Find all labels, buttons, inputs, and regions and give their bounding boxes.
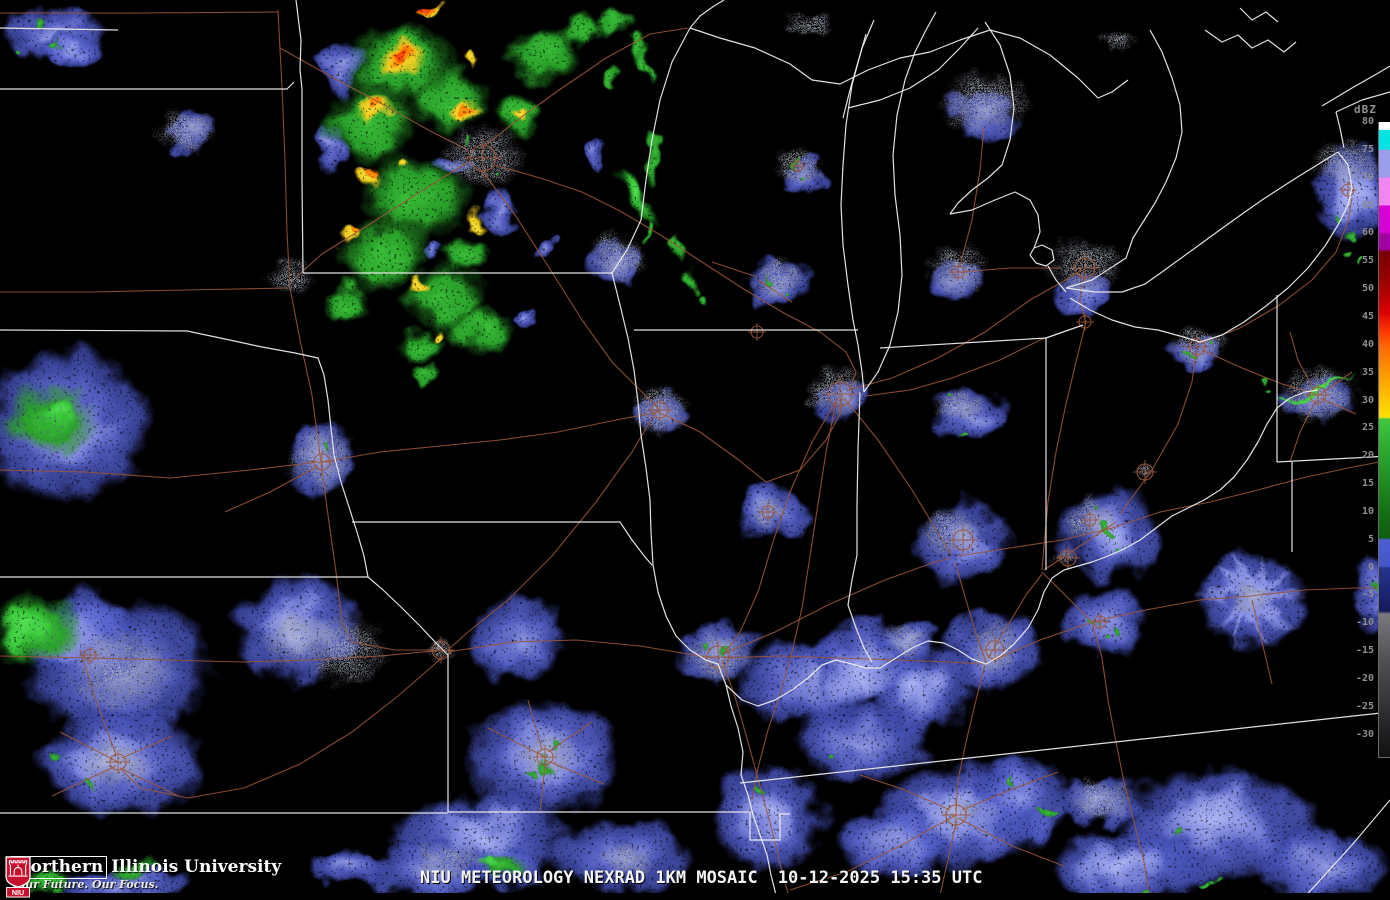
city-st-louis bbox=[701, 640, 735, 674]
colorbar-tick-40: 40 bbox=[1361, 338, 1374, 350]
city-des-moines bbox=[648, 398, 672, 422]
echo-layer-convective bbox=[0, 6, 1383, 900]
niu-name-boxed: Northern bbox=[11, 856, 108, 879]
city-toledo bbox=[1076, 313, 1094, 331]
product-datetime: 10-12-2025 15:35 UTC bbox=[777, 868, 983, 888]
city-topeka bbox=[81, 646, 99, 664]
city-madison bbox=[748, 323, 766, 341]
city-cincinnati bbox=[1056, 546, 1080, 570]
colorbar-tick-50: 50 bbox=[1361, 283, 1374, 295]
colorbar-tick-80: 80 bbox=[1361, 116, 1374, 127]
niu-acronym: NIU bbox=[12, 889, 24, 897]
city-wichita bbox=[106, 750, 130, 774]
colorbar-tick-70: 70 bbox=[1361, 171, 1374, 183]
colorbar-tick-55: 55 bbox=[1361, 255, 1374, 267]
product-name: NIU METEOROLOGY NEXRAD 1KM MOSAIC bbox=[420, 868, 758, 888]
niu-wordmark: Northern Illinois University Your Future.… bbox=[11, 856, 281, 891]
city-omaha bbox=[310, 450, 334, 474]
niu-logo: NIU Northern Illinois University Your Fut… bbox=[4, 856, 281, 898]
castle-icon bbox=[8, 860, 28, 877]
colorbar-tick-5: 5 bbox=[1367, 533, 1374, 545]
niu-name-rest: Illinois University bbox=[111, 857, 282, 877]
colorbar-tick--30: -30 bbox=[1355, 728, 1374, 740]
colorbar-tick-35: 35 bbox=[1361, 366, 1374, 378]
city-columbus bbox=[1133, 460, 1157, 484]
city-chicago bbox=[822, 376, 858, 412]
colorbar-tick--20: -20 bbox=[1355, 673, 1374, 685]
city-peoria bbox=[759, 503, 777, 521]
colorbar-tick-25: 25 bbox=[1361, 422, 1374, 434]
colorbar-tick-45: 45 bbox=[1361, 310, 1374, 322]
colorbar-tick-65: 65 bbox=[1361, 199, 1374, 211]
echo-layer-ground-clutter bbox=[62, 11, 1379, 878]
bottom-black-strip bbox=[0, 893, 1390, 900]
niu-tagline: Your Future. Our Focus. bbox=[11, 878, 159, 891]
city-kansas-city bbox=[427, 636, 455, 664]
colorbar-tick--25: -25 bbox=[1355, 700, 1374, 712]
colorbar-unit-label: dBZ bbox=[1354, 103, 1377, 116]
city-grand-rapids bbox=[949, 263, 967, 281]
colorbar-tick-15: 15 bbox=[1361, 478, 1374, 490]
city-detroit bbox=[1070, 253, 1100, 283]
city-springfield-mo bbox=[533, 745, 557, 769]
colorbar-tick-75: 75 bbox=[1361, 143, 1374, 155]
city-nashville bbox=[941, 800, 971, 830]
highway-lines bbox=[0, 9, 1390, 900]
colorbar-tick-60: 60 bbox=[1361, 227, 1374, 239]
city-indianapolis bbox=[948, 525, 978, 555]
city-buffalo bbox=[1339, 181, 1357, 199]
colorbar-tick--15: -15 bbox=[1355, 645, 1374, 657]
niu-name: Northern Illinois University bbox=[11, 856, 282, 879]
city-green-bay bbox=[790, 158, 806, 174]
city-pittsburgh bbox=[1306, 383, 1330, 407]
colorbar-tick-10: 10 bbox=[1361, 505, 1374, 517]
colorbar-tick--5: -5 bbox=[1361, 589, 1374, 601]
city-dayton bbox=[1081, 511, 1099, 529]
colorbar-tick-20: 20 bbox=[1361, 450, 1374, 462]
city-minneapolis bbox=[463, 138, 503, 178]
colorbar-tick-0: 0 bbox=[1367, 561, 1374, 573]
niu-shield-icon: NIU bbox=[5, 856, 31, 898]
colorbar-tick--10: -10 bbox=[1355, 617, 1374, 629]
dbz-colorbar bbox=[1378, 122, 1390, 758]
product-title: NIU METEOROLOGY NEXRAD 1KM MOSAIC 10-12-2… bbox=[420, 868, 982, 888]
city-lexington bbox=[1091, 613, 1109, 631]
city-ring-roads bbox=[81, 138, 1357, 830]
colorbar-tick-30: 30 bbox=[1361, 394, 1374, 406]
city-cleveland bbox=[1185, 335, 1209, 359]
